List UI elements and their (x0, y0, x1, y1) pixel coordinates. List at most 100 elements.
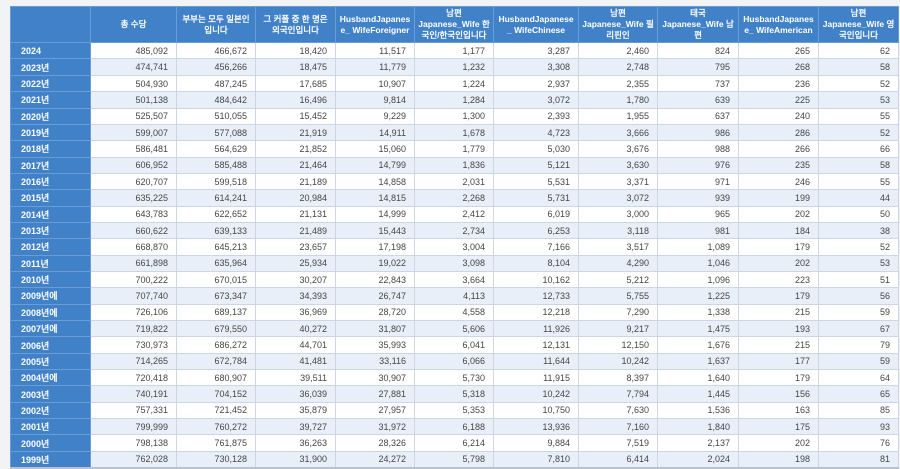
data-cell: 730,973 (90, 336, 177, 354)
data-cell: 24,272 (335, 450, 415, 469)
data-cell: 1,338 (657, 303, 739, 321)
data-cell: 7,160 (578, 418, 658, 436)
data-cell: 34,393 (255, 287, 336, 305)
data-cell: 14,999 (335, 205, 415, 223)
row-header-year: 2010년 (10, 270, 91, 289)
data-cell: 510,055 (176, 107, 256, 125)
data-cell: 156 (738, 385, 819, 403)
data-cell: 17,685 (255, 74, 336, 93)
data-cell: 199 (738, 189, 819, 207)
data-cell: 21,189 (255, 172, 336, 191)
data-cell: 179 (738, 238, 819, 256)
data-cell: 679,550 (176, 319, 256, 338)
data-cell: 673,347 (176, 287, 256, 305)
data-cell: 1,640 (657, 369, 739, 387)
table-row: 2005년 714,265 672,784 41,481 33,116 6,066 11,6… (10, 352, 899, 371)
data-cell: 65 (818, 385, 899, 403)
data-cell: 21,489 (255, 221, 336, 240)
data-cell: 12,131 (493, 336, 579, 354)
data-cell: 10,242 (493, 385, 579, 403)
data-cell: 36,039 (255, 385, 336, 403)
data-cell: 1,300 (414, 107, 494, 125)
table-row: 2009년에 707,740 673,347 34,393 26,747 4,113 12,… (10, 287, 899, 305)
data-cell: 577,088 (176, 123, 256, 142)
data-cell: 719,822 (90, 319, 177, 338)
data-cell: 33,116 (335, 352, 415, 371)
data-cell: 639 (657, 91, 739, 109)
data-cell: 5,731 (493, 189, 579, 207)
data-cell: 2,748 (578, 58, 658, 76)
data-cell: 11,779 (335, 58, 415, 76)
data-cell: 456,266 (176, 58, 256, 76)
data-cell: 11,644 (493, 352, 579, 371)
data-cell: 824 (657, 42, 739, 60)
data-cell: 1,096 (657, 270, 739, 289)
data-cell: 39,511 (255, 369, 336, 387)
data-cell: 737 (657, 74, 739, 93)
data-cell: 1,637 (657, 352, 739, 371)
data-cell: 714,265 (90, 352, 177, 371)
row-header-year: 2012년 (10, 238, 91, 256)
data-cell: 585,488 (176, 156, 256, 174)
data-cell: 51 (818, 270, 899, 289)
data-cell: 28,720 (335, 303, 415, 321)
data-cell: 599,518 (176, 172, 256, 191)
data-cell: 3,517 (578, 238, 658, 256)
data-cell: 1,678 (414, 123, 494, 142)
data-cell: 27,957 (335, 401, 415, 420)
data-cell: 22,843 (335, 270, 415, 289)
data-cell: 184 (738, 221, 819, 240)
row-header-year: 2002년 (10, 401, 91, 420)
data-cell: 3,098 (414, 254, 494, 272)
data-cell: 6,041 (414, 336, 494, 354)
data-cell: 757,331 (90, 401, 177, 420)
data-cell: 59 (818, 352, 899, 371)
data-cell: 986 (657, 123, 739, 142)
data-cell: 704,152 (176, 385, 256, 403)
data-cell: 1,955 (578, 107, 658, 125)
table-row: 2021년 501,138 484,642 16,496 9,814 1,284 3,072… (10, 91, 899, 109)
data-cell: 40,272 (255, 319, 336, 338)
data-cell: 971 (657, 172, 739, 191)
data-cell: 3,118 (578, 221, 658, 240)
table-row: 2000년 798,138 761,875 36,263 28,326 6,214 9,88… (10, 434, 899, 452)
data-cell: 52 (818, 123, 899, 142)
row-header-year: 2013년 (10, 221, 91, 240)
data-cell: 12,218 (493, 303, 579, 321)
data-cell: 35,993 (335, 336, 415, 354)
data-cell: 799,999 (90, 418, 177, 436)
data-cell: 79 (818, 336, 899, 354)
data-cell: 643,783 (90, 205, 177, 223)
data-cell: 5,606 (414, 319, 494, 338)
data-cell: 5,531 (493, 172, 579, 191)
table-row: 2006년 730,973 686,272 44,701 35,993 6,041 12,1… (10, 336, 899, 354)
table-row: 2017년 606,952 585,488 21,464 14,799 1,836 5,12… (10, 156, 899, 174)
data-cell: 14,911 (335, 123, 415, 142)
data-cell: 7,519 (578, 434, 658, 452)
data-cell: 2,460 (578, 42, 658, 60)
data-cell: 236 (738, 74, 819, 93)
data-cell: 5,212 (578, 270, 658, 289)
data-cell: 1,836 (414, 156, 494, 174)
data-cell: 19,022 (335, 254, 415, 272)
data-cell: 2,393 (493, 107, 579, 125)
data-cell: 175 (738, 418, 819, 436)
data-cell: 1,780 (578, 91, 658, 109)
row-header-year: 2017년 (10, 156, 91, 174)
data-cell: 1,445 (657, 385, 739, 403)
data-cell: 9,884 (493, 434, 579, 452)
data-cell: 58 (818, 58, 899, 76)
data-cell: 1,225 (657, 287, 739, 305)
data-cell: 240 (738, 107, 819, 125)
data-cell: 235 (738, 156, 819, 174)
data-cell: 798,138 (90, 434, 177, 452)
data-cell: 639,133 (176, 221, 256, 240)
table-row: 1999년 762,028 730,128 31,900 24,272 5,798 7,81… (10, 450, 899, 469)
data-cell: 976 (657, 156, 739, 174)
data-cell: 5,030 (493, 140, 579, 158)
data-cell: 4,558 (414, 303, 494, 321)
data-cell: 25,934 (255, 254, 336, 272)
table-row: 2007년에 719,822 679,550 40,272 31,807 5,606 11,… (10, 319, 899, 338)
data-cell: 6,188 (414, 418, 494, 436)
row-header-year: 2015년 (10, 189, 91, 207)
